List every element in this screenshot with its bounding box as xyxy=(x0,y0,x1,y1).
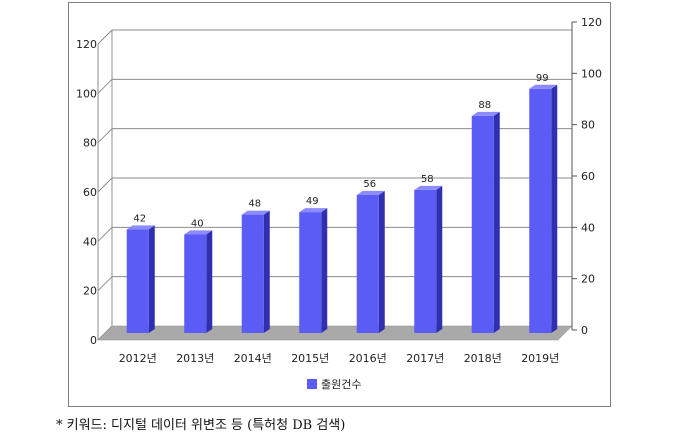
data-label: 58 xyxy=(421,174,434,185)
bar-side xyxy=(493,111,500,333)
bar xyxy=(241,214,264,333)
bar xyxy=(356,194,379,333)
data-label: 40 xyxy=(191,218,204,229)
gridline-side xyxy=(97,29,113,45)
data-labels: 42 40 48 49 56 58 88 99 xyxy=(133,73,548,230)
data-label: 56 xyxy=(363,179,376,190)
x-tick-label: 2017년 xyxy=(406,352,444,365)
bar-top xyxy=(184,230,213,235)
bar-side xyxy=(551,84,558,333)
y-tick-label: 0 xyxy=(90,334,97,347)
gridline-side xyxy=(97,276,113,292)
data-label: 88 xyxy=(478,100,491,111)
data-label: 99 xyxy=(536,73,549,84)
y2-tick-label: 0 xyxy=(581,324,588,337)
legend-label: 출원건수 xyxy=(321,378,361,391)
bar-side xyxy=(263,210,270,333)
bar-top xyxy=(356,190,385,195)
y-tick-label: 40 xyxy=(83,235,97,248)
legend-swatch xyxy=(307,379,317,389)
bar xyxy=(126,229,149,333)
x-tick-label: 2019년 xyxy=(521,352,559,365)
x-axis: 2012년 2013년 2014년 2015년 2016년 2017년 2018년 2019년 xyxy=(119,352,560,365)
y-tick-label: 100 xyxy=(76,87,97,100)
bar-top xyxy=(126,225,155,230)
bar-side xyxy=(321,208,328,333)
legend: 출원건수 xyxy=(307,378,361,391)
bar-side xyxy=(436,185,443,333)
x-tick-label: 2012년 xyxy=(119,352,157,365)
y-axis-right: 0 20 40 60 80 100 120 xyxy=(571,16,602,337)
bar-top xyxy=(414,185,443,190)
floor-plane xyxy=(97,325,573,341)
y2-tick-label: 100 xyxy=(581,67,602,80)
bar-top xyxy=(299,208,328,213)
y2-tick-label: 60 xyxy=(581,170,595,183)
bar-side xyxy=(378,190,385,333)
gridline-side xyxy=(97,128,113,144)
bar xyxy=(414,189,437,333)
y-tick-label: 120 xyxy=(76,38,97,51)
y2-tick-label: 40 xyxy=(581,221,595,234)
bar-top xyxy=(529,84,558,89)
y-tick-label: 60 xyxy=(83,186,97,199)
gridline-side xyxy=(97,177,113,193)
x-tick-label: 2018년 xyxy=(464,352,502,365)
x-tick-label: 2013년 xyxy=(176,352,214,365)
data-label: 48 xyxy=(248,199,261,210)
x-tick-label: 2015년 xyxy=(291,352,329,365)
bar-top xyxy=(241,210,270,215)
bar xyxy=(529,88,552,333)
gridlines xyxy=(97,29,572,341)
bar-side xyxy=(206,230,213,333)
y-axis-left: 0 20 40 60 80 100 120 xyxy=(76,38,97,347)
y2-tick-label: 120 xyxy=(581,16,602,29)
x-tick-label: 2014년 xyxy=(234,352,272,365)
x-tick-label: 2016년 xyxy=(349,352,387,365)
data-label: 42 xyxy=(133,213,146,224)
bar xyxy=(299,212,322,333)
gridline-side xyxy=(97,226,113,242)
data-label: 49 xyxy=(306,196,319,207)
footnote: * 키워드: 디지털 데이터 위변조 등 (특허청 DB 검색) xyxy=(56,418,346,433)
bar-side xyxy=(148,225,155,333)
y-tick-label: 80 xyxy=(83,137,97,150)
gridline-side xyxy=(97,78,113,94)
bars xyxy=(126,84,558,333)
chart-floor xyxy=(97,325,573,341)
y2-tick-label: 20 xyxy=(581,273,595,286)
y-tick-label: 20 xyxy=(83,285,97,298)
bar-top xyxy=(471,111,500,116)
y2-tick-label: 80 xyxy=(581,119,595,132)
bar xyxy=(471,115,494,333)
bar xyxy=(184,234,207,333)
